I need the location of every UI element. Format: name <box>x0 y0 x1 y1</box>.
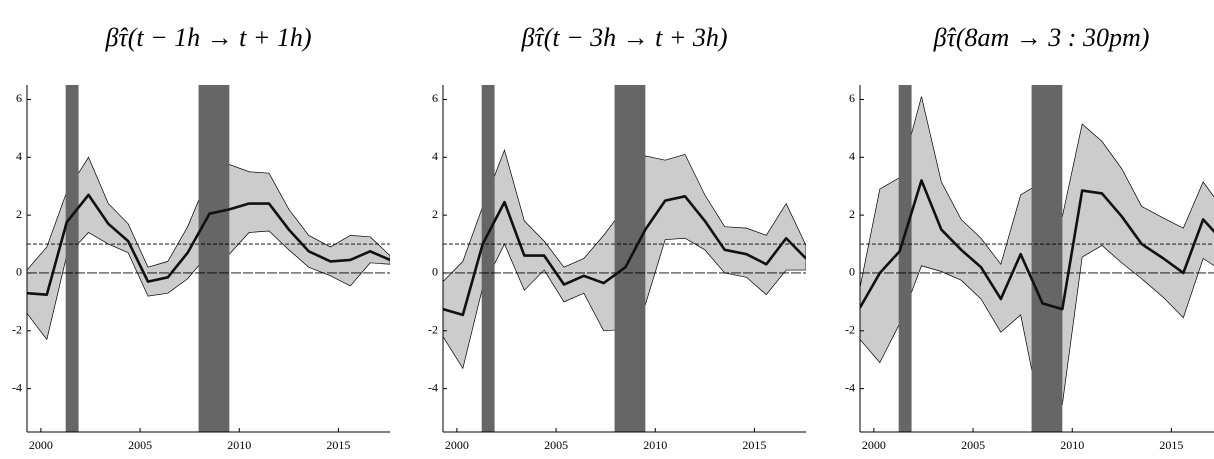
x-tick-label: 2000 <box>445 438 469 452</box>
plot-area <box>443 85 806 432</box>
shaded-period <box>198 85 230 432</box>
chart-title: β̂τ(t − 1h → t + 1h) <box>104 23 311 52</box>
chart-title: β̂τ(t − 3h → t + 3h) <box>520 23 727 52</box>
y-tick-label: -2 <box>12 323 22 337</box>
y-tick-label: -2 <box>428 323 438 337</box>
y-tick-label: -4 <box>845 380 855 394</box>
x-tick-label: 2005 <box>128 438 152 452</box>
panel: β̂τ(t − 1h → t + 1h) -4 -2 0 2 4 6 2000 2005 2010… <box>12 23 390 452</box>
y-tick-label: 4 <box>849 149 855 163</box>
x-tick-label: 2005 <box>961 438 985 452</box>
estimate-line <box>860 179 1214 311</box>
estimate-line <box>27 193 390 296</box>
panel: β̂τ(8am → 3 : 30pm) -4 -2 0 2 4 6 2000 2005 2010 2… <box>845 23 1214 452</box>
y-tick-label: 6 <box>16 91 22 105</box>
y-tick-label: 6 <box>432 91 438 105</box>
x-tick-label: 2015 <box>1159 438 1183 452</box>
y-tick-label: -4 <box>428 380 438 394</box>
estimate-line <box>443 195 806 317</box>
y-tick-label: 4 <box>432 149 438 163</box>
x-tick-label: 2015 <box>742 438 766 452</box>
x-tick-label: 2015 <box>326 438 350 452</box>
y-tick-label: -2 <box>845 323 855 337</box>
x-tick-label: 2010 <box>643 438 667 452</box>
x-tick-label: 2010 <box>1060 438 1084 452</box>
y-tick-label: 0 <box>432 265 438 279</box>
y-tick-label: 0 <box>849 265 855 279</box>
plot-area <box>860 85 1214 432</box>
shaded-period <box>1031 85 1063 432</box>
x-tick-label: 2000 <box>29 438 53 452</box>
plot-area <box>27 85 390 432</box>
y-tick-label: 4 <box>16 149 22 163</box>
chart-title: β̂τ(8am → 3 : 30pm) <box>933 23 1150 52</box>
y-tick-label: 0 <box>16 265 22 279</box>
y-tick-label: -4 <box>12 380 22 394</box>
x-tick-label: 2000 <box>862 438 886 452</box>
x-tick-label: 2010 <box>227 438 251 452</box>
y-tick-label: 2 <box>432 207 438 221</box>
x-tick-label: 2005 <box>544 438 568 452</box>
shaded-period <box>65 85 79 432</box>
shaded-period <box>481 85 495 432</box>
y-tick-label: 2 <box>849 207 855 221</box>
panel: β̂τ(t − 3h → t + 3h) -4 -2 0 2 4 6 2000 2005 2010… <box>428 23 806 452</box>
y-tick-label: 6 <box>849 91 855 105</box>
y-tick-label: 2 <box>16 207 22 221</box>
shaded-period <box>898 85 912 432</box>
